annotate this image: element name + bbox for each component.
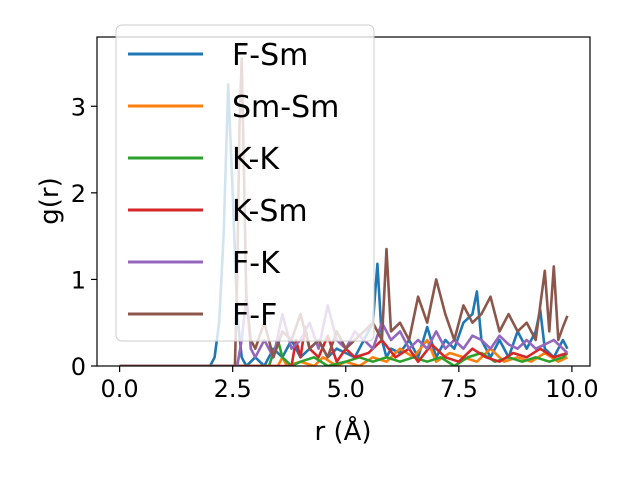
y-tick-label: 3	[71, 93, 86, 121]
legend-label-f-f: F-F	[232, 298, 277, 333]
x-tick-label: 0.0	[101, 375, 139, 403]
legend-label-sm-sm: Sm-Sm	[232, 90, 339, 125]
legend-label-k-k: K-K	[232, 142, 280, 177]
x-axis-label: r (Å)	[314, 415, 371, 447]
legend-label-f-sm: F-Sm	[232, 38, 308, 73]
y-tick-label: 1	[71, 266, 86, 294]
x-tick-label: 5.0	[327, 375, 365, 403]
y-tick-label: 0	[71, 353, 86, 381]
series-line-f-sm	[119, 83, 569, 366]
x-tick-label: 7.5	[440, 375, 478, 403]
series-line-k-k	[119, 338, 569, 366]
series-line-f-k	[119, 295, 569, 366]
series-line-f-f	[119, 57, 569, 366]
legend-label-k-sm: K-Sm	[232, 194, 308, 229]
legend-label-f-k: F-K	[232, 246, 281, 281]
legend: F-Sm Sm-Sm K-K K-Sm F-K F-F	[115, 24, 375, 342]
y-axis: 0 1 2 3	[71, 93, 97, 381]
series-line-sm-sm	[119, 338, 568, 366]
x-tick-label: 10.0	[545, 375, 598, 403]
x-tick-label: 2.5	[214, 375, 252, 403]
y-axis-label: g(r)	[35, 177, 65, 224]
y-tick-label: 2	[71, 180, 86, 208]
x-axis: 0.0 2.5 5.0 7.5 10.0	[101, 366, 599, 403]
